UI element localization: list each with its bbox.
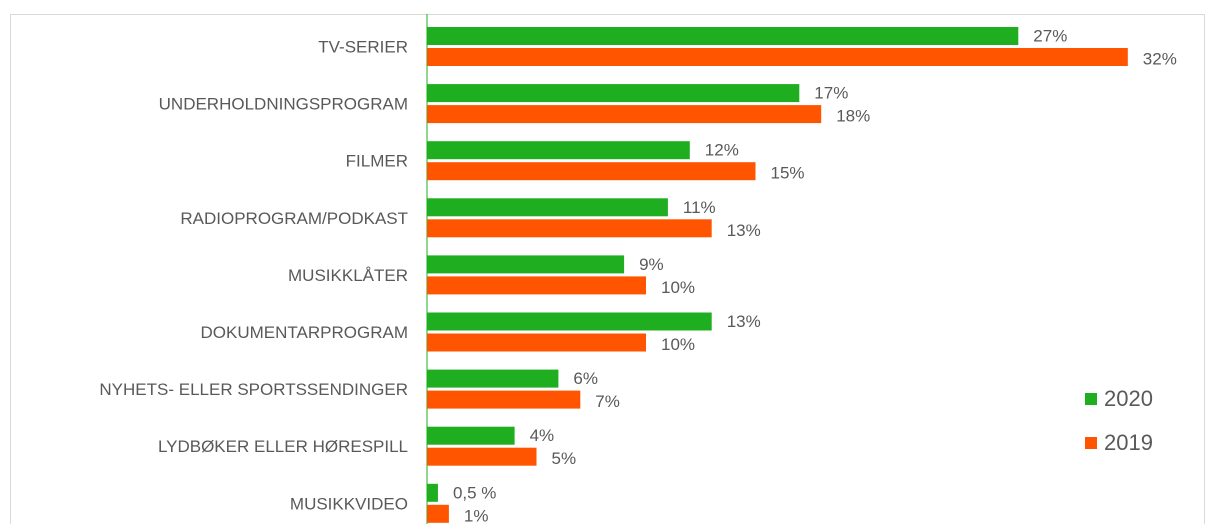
value-label: 6% bbox=[573, 369, 598, 388]
value-label: 12% bbox=[705, 141, 739, 160]
legend-label: 2020 bbox=[1104, 386, 1153, 411]
value-label: 1% bbox=[464, 506, 489, 524]
bar bbox=[427, 447, 537, 466]
y-tick-label: MUSIKKLÅTER bbox=[288, 266, 408, 285]
legend-swatch bbox=[1085, 393, 1097, 405]
y-tick-label: TV-SERIER bbox=[318, 37, 408, 56]
y-tick-label: LYDBØKER ELLER HØRESPILL bbox=[158, 437, 408, 456]
bar bbox=[427, 333, 646, 352]
legend-swatch bbox=[1085, 437, 1097, 449]
y-tick-label: UNDERHOLDNINGSPROGRAM bbox=[159, 95, 408, 114]
value-label: 7% bbox=[595, 392, 620, 411]
value-label: 10% bbox=[661, 335, 695, 354]
bar bbox=[427, 504, 449, 523]
value-label: 4% bbox=[530, 426, 555, 445]
y-tick-label: DOKUMENTARPROGRAM bbox=[201, 323, 408, 342]
bar bbox=[427, 105, 822, 124]
bar bbox=[427, 426, 515, 445]
value-label: 17% bbox=[814, 84, 848, 103]
value-label: 13% bbox=[727, 221, 761, 240]
y-tick-label: MUSIKKVIDEO bbox=[290, 494, 408, 513]
legend-label: 2019 bbox=[1104, 430, 1153, 455]
value-label: 18% bbox=[836, 107, 870, 126]
y-tick-label: FILMER bbox=[346, 152, 408, 171]
value-label: 5% bbox=[552, 449, 577, 468]
bar bbox=[427, 369, 559, 388]
y-tick-label: RADIOPROGRAM/PODKAST bbox=[180, 209, 408, 228]
bar bbox=[427, 27, 1019, 45]
value-label: 15% bbox=[771, 164, 805, 183]
bar bbox=[427, 483, 438, 502]
bar bbox=[427, 48, 1128, 66]
y-tick-label: NYHETS- ELLER SPORTSSENDINGER bbox=[99, 380, 408, 399]
bar bbox=[427, 312, 712, 331]
bar bbox=[427, 390, 581, 409]
chart-frame bbox=[10, 14, 1205, 524]
value-label: 13% bbox=[727, 312, 761, 331]
bar bbox=[427, 162, 756, 181]
value-label: 27% bbox=[1033, 26, 1067, 45]
value-label: 11% bbox=[683, 198, 716, 217]
bar bbox=[427, 84, 800, 103]
bar bbox=[427, 255, 625, 274]
bar bbox=[427, 141, 690, 160]
value-label: 9% bbox=[639, 255, 664, 274]
value-label: 0,5 % bbox=[453, 483, 496, 502]
value-label: 10% bbox=[661, 278, 695, 297]
bar bbox=[427, 219, 712, 238]
bar bbox=[427, 198, 668, 217]
bar bbox=[427, 276, 646, 295]
value-label: 32% bbox=[1143, 49, 1177, 68]
